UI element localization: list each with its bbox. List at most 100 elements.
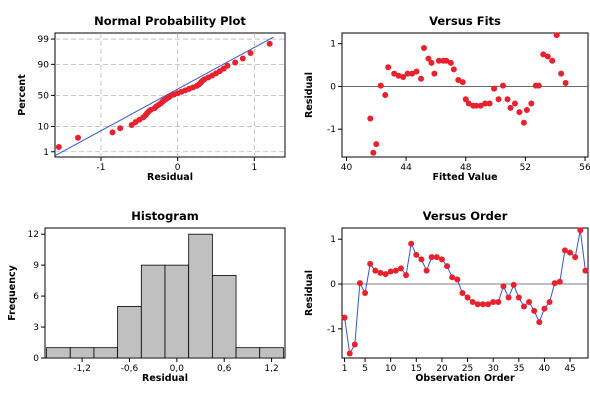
fits-point <box>549 57 556 64</box>
fits-title: Versus Fits <box>429 14 501 28</box>
order-point <box>341 314 348 321</box>
fits-point <box>500 82 507 89</box>
order-point <box>418 256 425 263</box>
npp-point <box>117 125 124 132</box>
order-point <box>367 260 374 267</box>
order-point <box>541 305 548 312</box>
fits-point <box>425 55 432 62</box>
order-point <box>397 265 404 272</box>
order-y-tick--1: -1 <box>327 325 336 335</box>
fits-point <box>544 53 551 60</box>
order-point <box>362 290 369 296</box>
fits-point <box>511 100 518 107</box>
hist-y-tick-6: 6 <box>33 292 39 302</box>
fits-point <box>450 66 457 73</box>
order-point <box>500 283 507 290</box>
npp-fit-line <box>55 36 274 157</box>
order-point <box>505 294 512 301</box>
order-point <box>567 249 574 256</box>
order-point <box>546 298 553 305</box>
fits-point <box>404 70 411 77</box>
fits-point <box>528 100 535 107</box>
hist-x-tick-1: -0,6 <box>121 364 139 374</box>
hist-x-tick-3: 0,6 <box>217 364 232 374</box>
fits-point <box>418 75 425 82</box>
fits-point <box>516 109 523 116</box>
order-point <box>433 254 440 261</box>
npp-point <box>239 55 246 62</box>
fits-point <box>370 149 377 156</box>
order-x-tick-15: 15 <box>411 364 422 374</box>
fits-y-tick-0: 0 <box>330 82 336 92</box>
fits-point <box>367 115 374 122</box>
order-point <box>515 294 522 301</box>
npp-y-tick-90: 90 <box>38 60 50 70</box>
hist-y-tick-9: 9 <box>33 261 39 271</box>
fits-point <box>435 57 442 64</box>
fits-point <box>535 82 542 89</box>
npp-point <box>266 40 273 47</box>
fits-point <box>540 51 547 58</box>
order-point <box>459 290 466 296</box>
hist-bar <box>69 347 95 359</box>
fits-point <box>491 85 498 92</box>
order-x-tick-45: 45 <box>564 364 575 374</box>
order-point <box>474 301 481 308</box>
order-point <box>346 350 353 357</box>
order-point <box>444 263 451 270</box>
order-point <box>428 254 435 261</box>
fits-point <box>486 100 493 107</box>
hist-bar <box>259 347 284 359</box>
order-point <box>408 240 415 247</box>
hist-bar <box>164 264 190 359</box>
hist-bar <box>46 347 71 359</box>
fits-x-tick-48: 48 <box>460 163 472 173</box>
hist-y-tick-0: 0 <box>33 354 39 364</box>
fits-y-tick-1: 1 <box>330 40 336 50</box>
fits-point <box>523 106 530 113</box>
npp-point <box>55 144 62 151</box>
fits-point <box>504 96 511 103</box>
order-point <box>449 274 456 281</box>
npp-point <box>109 129 116 136</box>
order-point <box>561 247 568 254</box>
fits-point <box>507 104 514 111</box>
fits-point <box>391 70 398 77</box>
fits-point <box>431 70 438 77</box>
fits-point <box>459 79 466 86</box>
order-x-tick-35: 35 <box>513 364 524 374</box>
fits-point <box>465 100 472 107</box>
order-y-axis-label: Residual <box>304 270 315 316</box>
hist-bar <box>211 275 237 359</box>
fits-point <box>473 102 480 109</box>
fits-x-tick-56: 56 <box>579 163 590 173</box>
order-x-tick-25: 25 <box>462 364 473 374</box>
fits-y-tick--1: -1 <box>327 125 336 135</box>
order-y-tick-1: 1 <box>330 235 336 245</box>
hist-x-tick-0: -1,2 <box>73 364 91 374</box>
fits-point <box>421 44 427 51</box>
hist-bar <box>188 233 213 359</box>
hist-bar <box>140 264 166 359</box>
order-point <box>526 298 533 305</box>
npp-x-tick--1: -1 <box>97 163 106 173</box>
hist-bar <box>93 347 119 359</box>
fits-point <box>373 141 380 148</box>
fits-point <box>477 102 484 109</box>
order-point <box>377 269 384 276</box>
hist-bar <box>235 347 261 359</box>
order-point <box>382 271 389 278</box>
npp-y-tick-50: 50 <box>38 91 50 101</box>
order-point <box>556 278 563 285</box>
order-point <box>531 307 538 314</box>
npp-x-tick-1: 1 <box>251 163 257 173</box>
order-point <box>577 227 584 234</box>
fits-point <box>443 57 450 64</box>
hist-title: Histogram <box>131 209 198 223</box>
order-point <box>536 319 543 326</box>
order-point <box>372 267 379 274</box>
fits-point <box>455 77 462 84</box>
fits-point <box>428 59 435 66</box>
